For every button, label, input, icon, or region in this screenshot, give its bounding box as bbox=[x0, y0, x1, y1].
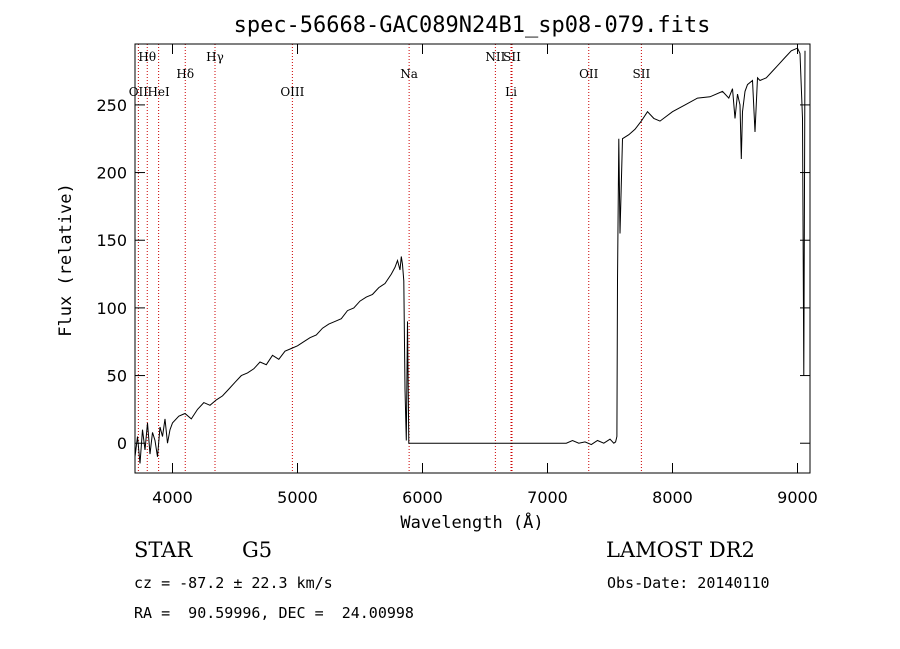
spectral-line-label: HeI bbox=[147, 85, 170, 99]
y-tick-label: 250 bbox=[96, 96, 127, 115]
coords-text: RA = 90.59996, DEC = 24.00998 bbox=[134, 604, 414, 622]
y-tick-label: 100 bbox=[96, 299, 127, 318]
spectral-line-label: SII bbox=[633, 67, 651, 81]
x-tick-label: 5000 bbox=[277, 488, 318, 507]
y-tick-label: 150 bbox=[96, 231, 127, 250]
star-class: STAR bbox=[134, 538, 193, 562]
spectral-line-label: NII bbox=[485, 50, 505, 64]
survey-label: LAMOST DR2 bbox=[606, 538, 755, 562]
x-tick-label: 9000 bbox=[777, 488, 818, 507]
x-tick-label: 6000 bbox=[402, 488, 443, 507]
redshift-text: cz = -87.2 ± 22.3 km/s bbox=[134, 574, 333, 592]
y-axis-label: Flux (relative) bbox=[56, 183, 76, 337]
axis-ticks: 4000 5000 6000 7000 8000 9000 0 50 100 150 200 250 bbox=[96, 44, 818, 507]
spectral-line-label: Na bbox=[400, 67, 418, 81]
spectral-line-label: SII bbox=[503, 50, 521, 64]
x-tick-label: 8000 bbox=[652, 488, 693, 507]
spectral-line-label: Hδ bbox=[176, 67, 194, 81]
x-tick-label: 4000 bbox=[152, 488, 193, 507]
spectral-line-label: OII bbox=[579, 67, 599, 81]
star-subclass: G5 bbox=[242, 538, 273, 562]
spectrum-line bbox=[134, 47, 806, 464]
x-tick-label: 7000 bbox=[527, 488, 568, 507]
spectral-line-label: Hθ bbox=[138, 50, 156, 64]
plot-frame bbox=[134, 43, 811, 474]
spectral-line-label: OII bbox=[129, 85, 149, 99]
obs-date-text: Obs-Date: 20140110 bbox=[607, 574, 770, 592]
y-tick-label: 50 bbox=[107, 367, 127, 386]
y-tick-label: 0 bbox=[117, 434, 127, 453]
chart-title: spec-56668-GAC089N24B1_sp08-079.fits bbox=[234, 13, 711, 38]
spectral-line-label: Li bbox=[505, 85, 517, 99]
spectral-line-label: OIII bbox=[280, 85, 304, 99]
y-tick-label: 200 bbox=[96, 164, 127, 183]
x-axis-label: Wavelength (Å) bbox=[400, 511, 543, 533]
spectral-line-label: Hγ bbox=[206, 50, 224, 64]
